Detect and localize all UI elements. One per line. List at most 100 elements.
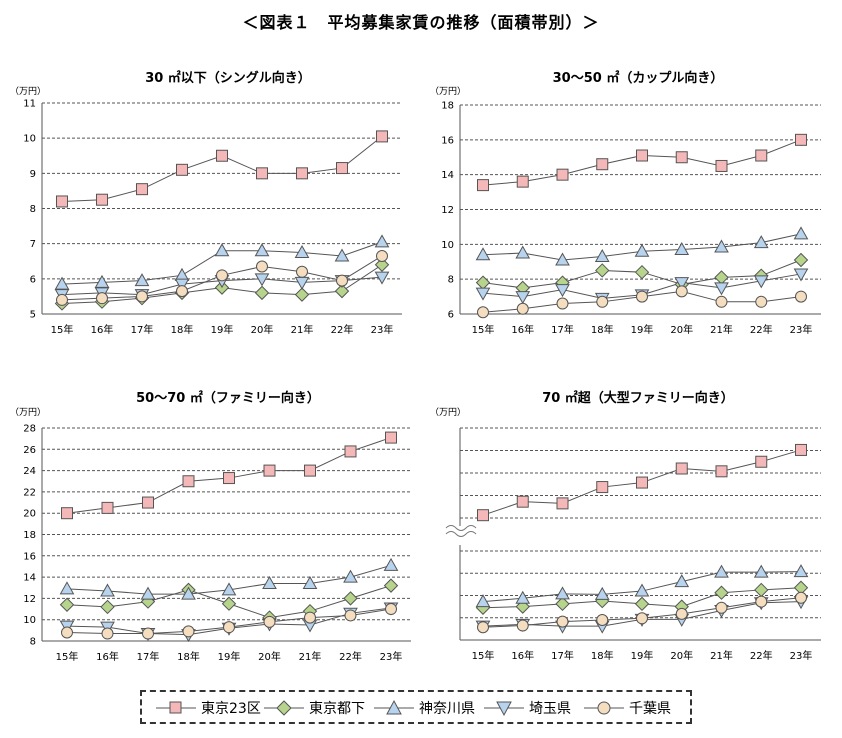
- data-point-2-4-3: [596, 295, 609, 308]
- data-point-2-2-5: [674, 242, 690, 256]
- data-point-4-2-3: [594, 586, 610, 600]
- data-point-4-2-1: [515, 590, 531, 604]
- data-point-4-0-5: [675, 462, 688, 475]
- data-point-1-4-1: [96, 292, 108, 305]
- data-point-4-2-6: [714, 564, 729, 578]
- data-point-3-1-4: [221, 596, 237, 611]
- y-tick-label-1-11: 11: [23, 99, 36, 110]
- x-tick-label-1-6: 21年: [291, 323, 314, 336]
- data-point-1-2-0: [54, 276, 70, 290]
- data-point-3-0-8: [385, 431, 397, 444]
- data-point-1-2-6: [294, 244, 310, 258]
- data-point-3-4-5: [263, 615, 276, 628]
- data-point-3-0-0: [61, 507, 73, 520]
- y-tick-label-2-14: 14: [441, 170, 454, 181]
- data-point-1-1-8: [374, 257, 390, 272]
- data-point-4-4-6: [715, 601, 728, 614]
- legend-marker-tokyo23: [156, 701, 196, 714]
- data-point-4-0-8: [795, 443, 807, 456]
- data-point-1-0-1: [96, 193, 108, 206]
- data-point-3-0-1: [101, 501, 114, 514]
- x-tick-label-2-5: 20年: [670, 323, 693, 336]
- legend-marker-kanagawa: [374, 699, 414, 715]
- data-point-1-4-6: [296, 265, 308, 278]
- data-point-4-0-4: [636, 476, 648, 489]
- y-tick-label-3-22: 22: [23, 487, 36, 498]
- data-point-2-0-8: [795, 133, 807, 146]
- data-point-2-3-0: [475, 287, 491, 301]
- x-tick-label-2-3: 18年: [591, 323, 614, 336]
- x-tick-label-1-1: 16年: [91, 323, 114, 336]
- data-point-3-2-2: [140, 586, 156, 600]
- y-tick-label-3-16: 16: [23, 551, 36, 562]
- data-point-1-1-7: [334, 283, 350, 299]
- x-tick-label-4-8: 23年: [790, 649, 813, 662]
- data-point-1-4-8: [376, 249, 388, 262]
- data-point-2-0-7: [755, 149, 768, 162]
- data-point-3-2-7: [343, 569, 358, 583]
- x-tick-label-2-8: 23年: [790, 323, 813, 336]
- series-line-2-0: [482, 139, 802, 186]
- data-point-4-0-0: [477, 509, 489, 522]
- x-tick-label-3-3: 18年: [177, 650, 200, 663]
- data-point-4-4-1: [516, 619, 529, 632]
- legend-label-tokyo23: 東京23区: [201, 701, 261, 717]
- data-point-3-4-6: [304, 611, 316, 624]
- legend-item-saitama: 埼玉県: [482, 699, 571, 717]
- data-point-2-0-3: [596, 158, 609, 171]
- data-point-4-0-7: [755, 455, 768, 468]
- legend-marker-saitama: [484, 701, 524, 717]
- y-tick-label-3-26: 26: [23, 445, 36, 456]
- data-point-2-3-8: [793, 268, 809, 282]
- panel-title-2: 30～50 ㎡（カップル向き）: [552, 71, 724, 86]
- x-tick-label-1-8: 23年: [371, 323, 394, 336]
- data-point-3-2-3: [181, 586, 196, 600]
- data-point-1-2-3: [174, 267, 190, 281]
- y-tick-label-1-7: 7: [30, 239, 36, 250]
- data-point-4-0-3: [596, 481, 609, 494]
- data-point-4-2-5: [674, 574, 690, 588]
- data-point-3-1-8: [383, 578, 399, 593]
- data-point-1-1-6: [294, 287, 310, 302]
- x-tick-label-2-0: 15年: [472, 323, 495, 336]
- legend-label-chiba: 千葉県: [629, 701, 671, 717]
- x-tick-label-1-7: 22年: [331, 323, 354, 336]
- data-point-2-2-6: [714, 239, 729, 253]
- y-tick-label-2-8: 8: [448, 275, 454, 286]
- y-tick-label-2-6: 6: [448, 310, 454, 321]
- data-point-3-0-5: [263, 464, 276, 477]
- legend-label-tokyo-suburbs: 東京都下: [309, 701, 365, 717]
- legend: 東京23区 東京都下 神奈川県 埼玉県 千葉県: [140, 690, 692, 724]
- x-tick-label-4-4: 19年: [631, 649, 654, 662]
- data-point-2-4-5: [675, 285, 688, 298]
- series-line-1-0: [61, 136, 383, 202]
- x-tick-label-3-6: 21年: [299, 650, 322, 663]
- panel-title-4: 70 ㎡超（大型ファミリー向き）: [542, 391, 734, 406]
- axis-break-mark-4-b: [445, 531, 477, 537]
- x-tick-label-1-4: 19年: [211, 323, 234, 336]
- data-point-2-2-4: [634, 243, 650, 257]
- unit-label-1: （万円）: [10, 87, 47, 97]
- y-tick-label-1-10: 10: [23, 134, 36, 145]
- data-point-1-1-5: [254, 285, 270, 301]
- legend-marker-tokyo-suburbs: [264, 700, 304, 716]
- data-point-1-2-5: [254, 243, 270, 257]
- data-point-4-2-7: [753, 564, 769, 578]
- y-tick-label-3-18: 18: [23, 530, 36, 541]
- data-point-2-2-8: [793, 226, 809, 240]
- data-point-3-2-0: [59, 581, 75, 595]
- data-point-1-0-8: [376, 130, 388, 143]
- data-point-2-3-7: [753, 275, 769, 289]
- data-point-4-2-0: [475, 594, 491, 608]
- data-point-1-4-7: [336, 274, 348, 287]
- y-tick-label-1-9: 9: [30, 169, 36, 180]
- x-tick-label-3-2: 17年: [137, 650, 160, 663]
- data-point-1-2-4: [214, 243, 230, 257]
- data-point-2-2-0: [475, 247, 491, 261]
- x-tick-label-4-3: 18年: [591, 649, 614, 662]
- unit-label-3: （万円）: [10, 408, 47, 418]
- legend-item-tokyo-suburbs: 東京都下: [262, 699, 365, 717]
- data-point-1-4-2: [136, 290, 148, 303]
- data-point-3-2-1: [100, 583, 115, 597]
